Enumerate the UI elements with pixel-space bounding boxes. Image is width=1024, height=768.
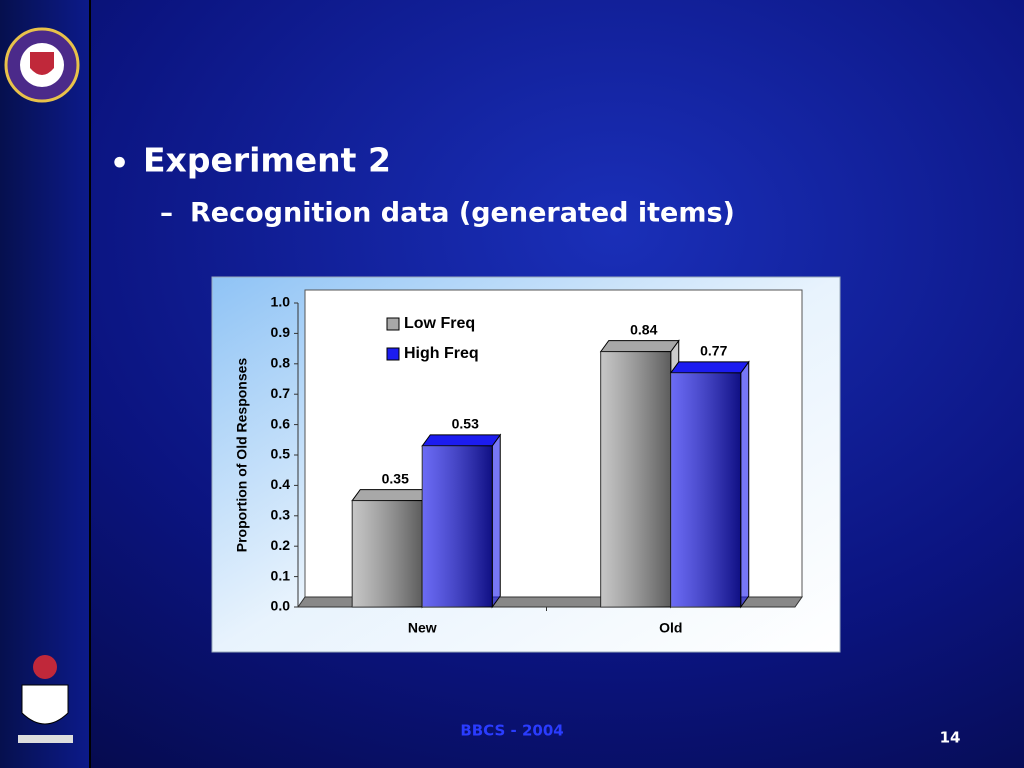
logo-bottom [18,655,73,743]
legend-swatch [386,317,400,331]
page-number: 14 [940,729,961,747]
value-label: 0.84 [630,321,657,337]
side-strip [0,0,90,768]
y-tick-label: 0.8 [271,355,291,371]
x-tick-label: New [408,620,437,636]
legend-label: Low Freq [404,315,475,332]
y-tick-label: 0.5 [271,446,291,462]
value-label: 0.53 [452,416,479,432]
bar-side [740,360,750,609]
y-tick-label: 0.7 [271,385,291,401]
bullet-text: Experiment 2 [143,141,391,180]
footer: BBCS - 2004 [460,722,563,740]
bar-top [669,361,750,374]
y-tick-label: 0.9 [271,324,291,340]
sub-bullet-text: Recognition data (generated items) [190,198,735,229]
legend-swatch [386,347,400,361]
value-label: 0.77 [700,343,727,359]
bar-side [491,433,501,609]
y-tick-label: 1.0 [271,294,291,310]
logo-top [4,27,80,103]
chart: Proportion of Old Responses 0.0 0.1 0.2 0.3… [211,276,841,653]
y-tick-label: 0.6 [271,415,291,431]
y-tick-label: 0.2 [271,537,291,553]
bar-top [421,434,502,447]
y-axis-label: Proportion of Old Responses [234,358,250,553]
bar-top [599,340,680,353]
bar-shade [422,445,493,607]
legend-label: High Freq [404,345,479,362]
value-label: 0.35 [382,470,409,486]
dash-mark: – [160,199,173,229]
bar-shade [670,372,741,607]
y-tick-label: 0.1 [271,567,291,583]
y-tick-label: 0.4 [271,476,291,492]
bullet-mark: • [110,147,129,182]
bar-top [351,489,432,502]
y-tick-label: 0.3 [271,507,291,523]
y-tick-label: 0.0 [271,598,291,614]
bar-shade [600,351,671,607]
bar-shade [352,500,423,607]
x-tick-label: Old [659,620,682,636]
